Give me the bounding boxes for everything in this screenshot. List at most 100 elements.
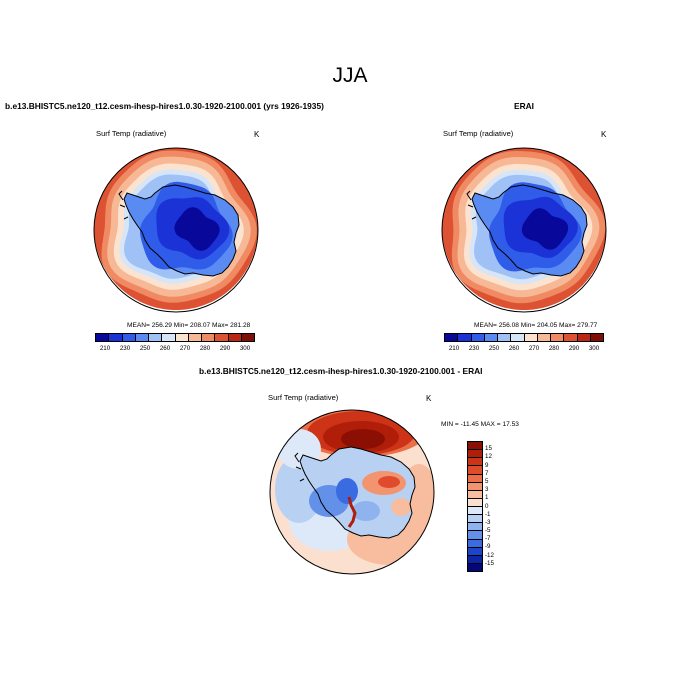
left-map xyxy=(93,147,259,313)
left-colorbar-cell xyxy=(228,334,242,341)
peninsula-coast xyxy=(466,190,477,220)
left-colorbar xyxy=(95,333,255,342)
right-colorbar xyxy=(444,333,604,342)
diff-colorbar-cell xyxy=(468,563,482,571)
left-colorbar-tick-label: 260 xyxy=(159,345,171,352)
diff-colorbar-tick-label: -9 xyxy=(485,543,491,551)
left-colorbar-tick-label: 300 xyxy=(239,345,251,352)
left-colorbar-tick-label: 230 xyxy=(119,345,131,352)
diff-colorbar-cell xyxy=(468,555,482,564)
diff-variable-label: Surf Temp (radiative) xyxy=(268,393,339,402)
diff-colorbar-tick-label: 0 xyxy=(485,502,489,510)
diff-colorbar-cell xyxy=(468,474,482,483)
left-colorbar-ticks: 210 230 250 260 270 280 290 300 xyxy=(95,345,255,354)
warm-anomaly-coast xyxy=(391,498,411,516)
left-colorbar-cell xyxy=(96,334,110,341)
right-unit-label: K xyxy=(601,130,607,139)
right-stats: MEAN= 256.08 Min= 204.05 Max= 279.77 xyxy=(474,322,598,329)
right-colorbar-ticks: 210 230 250 260 270 280 290 300 xyxy=(444,345,604,354)
left-colorbar-cell xyxy=(241,334,254,341)
ice-band-210 xyxy=(174,207,220,251)
left-colorbar-cell xyxy=(175,334,189,341)
left-variable-label: Surf Temp (radiative) xyxy=(96,129,167,138)
map-boundary xyxy=(441,147,607,313)
map-field xyxy=(94,148,258,310)
left-colorbar-cell xyxy=(188,334,202,341)
right-colorbar-cell xyxy=(577,334,591,341)
right-colorbar-cell xyxy=(445,334,459,341)
right-colorbar-tick-label: 230 xyxy=(468,345,480,352)
coastline xyxy=(471,184,588,277)
left-colorbar-tick-label: 210 xyxy=(99,345,111,352)
diff-unit-label: K xyxy=(426,394,432,403)
right-colorbar-cell xyxy=(471,334,485,341)
diff-colorbar-tick-label: -3 xyxy=(485,518,491,526)
diff-colorbar-cell xyxy=(468,547,482,556)
diff-colorbar-cell xyxy=(468,515,482,524)
diff-colorbar-tick-label: -5 xyxy=(485,527,491,535)
ice-band-210 xyxy=(521,208,569,250)
warm-anomaly-plateau-core xyxy=(378,476,400,488)
left-colorbar-cell xyxy=(162,334,176,341)
coastline xyxy=(299,446,416,539)
right-variable-label: Surf Temp (radiative) xyxy=(443,129,514,138)
right-colorbar-cell xyxy=(551,334,565,341)
diff-colorbar-tick-label: -7 xyxy=(485,535,491,543)
right-map xyxy=(441,147,607,313)
map-boundary xyxy=(93,147,259,313)
diff-colorbar-cell xyxy=(468,498,482,507)
diff-colorbar-tick-label: 7 xyxy=(485,469,489,477)
diff-colorbar-tick-label: 12 xyxy=(485,453,492,461)
left-colorbar-cell xyxy=(202,334,216,341)
left-colorbar-tick-label: 280 xyxy=(199,345,211,352)
diff-panel-title: b.e13.BHISTC5.ne120_t12.cesm-ihesp-hires… xyxy=(199,366,483,376)
diff-colorbar-tick-label: 9 xyxy=(485,461,489,469)
map-field xyxy=(442,148,606,310)
right-colorbar-tick-label: 260 xyxy=(508,345,520,352)
left-panel-title: b.e13.BHISTC5.ne120_t12.cesm-ihesp-hires… xyxy=(5,101,324,111)
diff-colorbar-cell xyxy=(468,466,482,475)
diff-colorbar-tick-label: 5 xyxy=(485,477,489,485)
right-colorbar-tick-label: 300 xyxy=(588,345,600,352)
right-colorbar-cell xyxy=(458,334,472,341)
right-colorbar-cell xyxy=(590,334,603,341)
diff-colorbar-tick-label: 1 xyxy=(485,494,489,502)
diff-colorbar-cell xyxy=(468,482,482,491)
right-colorbar-cell xyxy=(537,334,551,341)
right-colorbar-cell xyxy=(511,334,525,341)
cool-anomaly-east xyxy=(352,501,380,521)
diff-colorbar xyxy=(467,441,483,572)
diff-colorbar-cell xyxy=(468,507,482,516)
peninsula-coast xyxy=(294,452,305,482)
right-colorbar-tick-label: 250 xyxy=(488,345,500,352)
diff-colorbar-tick-label: -12 xyxy=(485,551,494,559)
diff-colorbar-tick-label: -15 xyxy=(485,559,494,567)
left-stats: MEAN= 256.29 Min= 208.07 Max= 281.28 xyxy=(127,322,251,329)
diff-colorbar-cell xyxy=(468,531,482,540)
coastline xyxy=(123,184,240,277)
diff-colorbar-cell xyxy=(468,450,482,459)
left-colorbar-tick-label: 270 xyxy=(179,345,191,352)
right-colorbar-tick-label: 270 xyxy=(528,345,540,352)
left-colorbar-tick-label: 290 xyxy=(219,345,231,352)
diff-field xyxy=(270,410,434,574)
right-colorbar-tick-label: 210 xyxy=(448,345,460,352)
map-boundary xyxy=(269,409,435,575)
left-colorbar-cell xyxy=(149,334,163,341)
right-colorbar-tick-label: 290 xyxy=(568,345,580,352)
left-colorbar-cell xyxy=(135,334,149,341)
diff-colorbar-cell xyxy=(468,523,482,532)
right-panel-title: ERAI xyxy=(514,101,535,111)
right-colorbar-cell xyxy=(564,334,578,341)
right-colorbar-cell xyxy=(484,334,498,341)
diff-colorbar-ticks: 15 12 9 7 5 3 1 0 -1 -3 -5 -7 -9 -12 -15 xyxy=(485,441,515,572)
diff-stats: MIN = -11.45 MAX = 17.53 xyxy=(441,421,519,428)
diff-colorbar-cell xyxy=(468,442,482,451)
diff-colorbar-tick-label: 15 xyxy=(485,445,492,453)
peninsula-coast xyxy=(118,190,129,220)
diff-colorbar-cell xyxy=(468,458,482,467)
left-colorbar-cell xyxy=(109,334,123,341)
figure-title: JJA xyxy=(332,64,368,87)
diff-colorbar-cell xyxy=(468,539,482,548)
left-unit-label: K xyxy=(254,130,260,139)
